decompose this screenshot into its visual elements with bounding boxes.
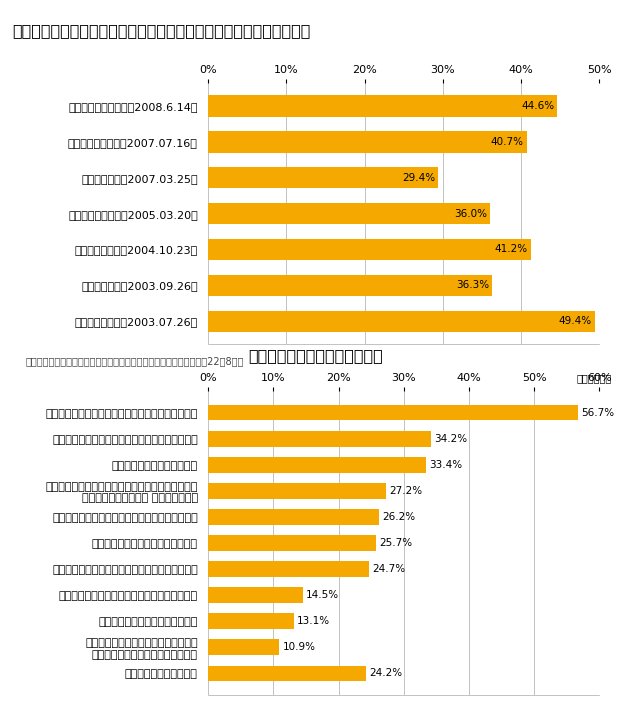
Bar [208,483,386,499]
Bar [208,131,527,153]
Text: 29.4%: 29.4% [402,173,435,182]
Bar [208,274,492,296]
Text: 大地震に備えてとっている対策: 大地震に備えてとっている対策 [248,348,383,363]
Bar [208,167,439,188]
Text: 36.3%: 36.3% [456,280,489,290]
Text: （複数回答）: （複数回答） [577,374,612,384]
Text: 25.7%: 25.7% [379,538,412,548]
Bar [208,203,490,224]
Bar [208,665,366,681]
Bar [208,613,293,629]
Bar [208,239,531,260]
Text: 参考　東京消防庁：家具類の転倒・落下防止対策ハンドブック（平成22年8月）: 参考 東京消防庁：家具類の転倒・落下防止対策ハンドブック（平成22年8月） [25,356,244,366]
Text: 33.4%: 33.4% [429,460,463,470]
Text: 13.1%: 13.1% [297,616,330,626]
Bar [208,457,426,473]
Text: 24.2%: 24.2% [369,668,403,678]
Text: 10.9%: 10.9% [283,642,316,652]
Bar [208,535,376,551]
Text: 40.7%: 40.7% [490,137,524,147]
Text: 36.0%: 36.0% [454,209,487,219]
Text: 14.5%: 14.5% [306,590,339,600]
Bar [208,587,303,603]
Text: 34.2%: 34.2% [435,434,468,444]
Text: 49.4%: 49.4% [558,316,592,327]
Text: 26.2%: 26.2% [382,512,415,522]
Bar [208,509,379,525]
Bar [208,639,280,655]
Text: 24.7%: 24.7% [372,564,406,574]
Text: 近年発生した地震における家具類の転倒・落下が原因のけが人の割合: 近年発生した地震における家具類の転倒・落下が原因のけが人の割合 [13,23,311,38]
Text: 27.2%: 27.2% [389,486,422,496]
Text: 56.7%: 56.7% [581,408,615,418]
Bar [208,431,431,447]
Bar [208,405,578,421]
Text: 44.6%: 44.6% [521,101,554,111]
Bar [208,95,557,117]
Bar [208,311,595,332]
Bar [208,561,369,577]
Text: 41.2%: 41.2% [494,245,528,254]
